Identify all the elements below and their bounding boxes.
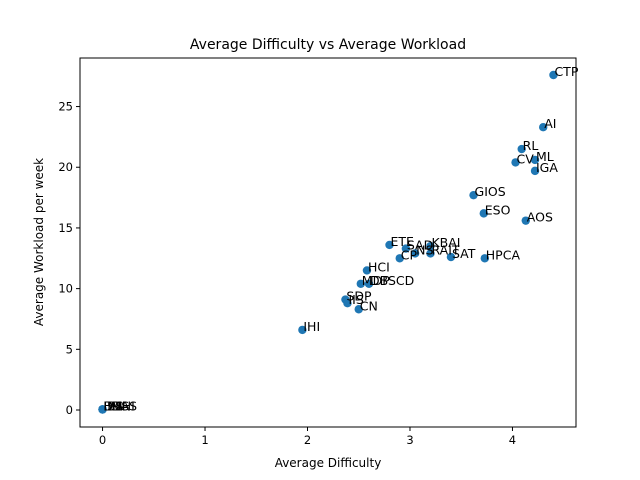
point-label: HPCA (486, 247, 521, 262)
point-label: SAT (452, 246, 476, 261)
data-point (354, 305, 363, 314)
point-label: SDP (346, 289, 372, 304)
x-tick-label: 3 (406, 433, 413, 447)
point-label: HCI (368, 259, 390, 274)
y-tick-label: 0 (66, 403, 73, 417)
data-point (395, 254, 404, 263)
data-point (549, 70, 558, 80)
point-label: RL (523, 138, 539, 153)
point-label: AI (544, 116, 556, 131)
data-point (362, 266, 372, 275)
data-point (426, 249, 435, 258)
point-label: ISS (118, 398, 138, 413)
point-label: ISS (104, 398, 124, 413)
y-tick-label: 15 (58, 221, 73, 235)
data-points (98, 70, 558, 414)
point-label: IIS (348, 292, 363, 307)
data-point (356, 279, 365, 288)
x-tick-label: 0 (99, 433, 106, 447)
data-point (401, 244, 411, 253)
data-point (521, 216, 530, 225)
y-tick-label: 5 (66, 342, 73, 356)
data-point (298, 325, 307, 335)
x-tick-label: 1 (201, 433, 208, 447)
data-point (98, 405, 107, 414)
point-label: NS (416, 242, 433, 257)
point-label: DVA (104, 398, 130, 413)
point-label: EPI (104, 398, 123, 413)
data-point (539, 122, 548, 132)
data-point (530, 166, 540, 176)
data-point (479, 209, 488, 218)
y-axis-ticks: 0 5 10 15 20 25 (58, 100, 80, 417)
y-tick-label: 10 (58, 282, 73, 296)
x-tick-label: 2 (304, 433, 311, 447)
y-tick-label: 25 (58, 100, 73, 114)
y-tick-label: 20 (58, 160, 73, 174)
point-label: CP (401, 247, 418, 262)
data-point (511, 158, 520, 167)
point-label: ML (536, 149, 554, 164)
data-point (364, 279, 374, 288)
data-point (530, 155, 540, 165)
x-axis-label: Average Difficulty (275, 456, 382, 470)
data-point (426, 241, 435, 251)
point-label: CTP (554, 64, 578, 79)
point-label: KBAI (431, 235, 460, 250)
data-point (480, 254, 489, 263)
data-point (469, 190, 478, 200)
point-label: CN (360, 298, 378, 313)
point-label: IHI (303, 319, 320, 334)
point-label: IGA (536, 160, 558, 175)
y-axis-label: Average Workload per week (32, 158, 46, 326)
data-point (410, 249, 420, 258)
data-point (385, 240, 394, 250)
data-point (446, 252, 456, 262)
data-point (343, 298, 352, 308)
point-label: RAIT (431, 242, 459, 257)
chart-title: Average Difficulty vs Average Workload (190, 37, 466, 53)
point-label: CV (517, 151, 535, 166)
plot-frame (79, 57, 577, 428)
point-label: ETE (390, 234, 414, 249)
x-axis-ticks: 0 1 2 3 4 (99, 427, 516, 447)
x-tick-label: 4 (509, 433, 516, 447)
point-label: SAD (407, 238, 433, 253)
point-label: MDP (362, 273, 390, 288)
point-label: DBSCD (370, 273, 414, 288)
point-label: GIOS (475, 184, 506, 199)
point-label: AOS (527, 210, 553, 225)
point-label: ESO (485, 202, 511, 217)
point-label: BDHI (104, 398, 135, 413)
data-point (517, 144, 526, 154)
point-label: IIS (104, 398, 119, 413)
